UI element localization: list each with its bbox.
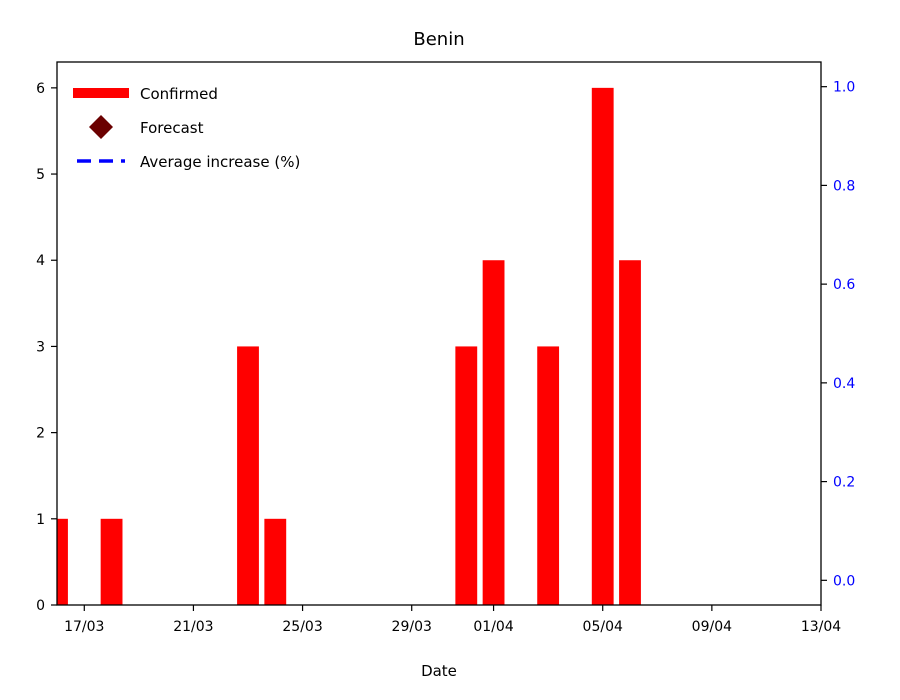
- x-tick-label: 09/04: [692, 619, 732, 635]
- bar-confirmed: [591, 87, 614, 605]
- x-tick-label: 17/03: [64, 619, 104, 635]
- bars-layer: [57, 87, 641, 605]
- legend-label: Forecast: [140, 119, 204, 137]
- x-axis: 17/03 21/03 25/03 29/03 01/04 05/04 09/04 13/04: [64, 605, 841, 635]
- y-axis-left: 0 1 2 3 4 5 6: [36, 81, 57, 614]
- legend-label: Confirmed: [140, 85, 218, 103]
- x-tick-label: 21/03: [173, 619, 213, 635]
- y-right-tick-label: 0.2: [833, 475, 855, 491]
- x-axis-title: Date: [421, 662, 457, 680]
- bar-confirmed: [264, 518, 287, 605]
- y-right-tick-label: 0.8: [833, 178, 855, 194]
- y-tick-label: 1: [36, 512, 45, 528]
- y-axis-right: 0.0 0.2 0.4 0.6 0.8 1.0: [821, 80, 855, 589]
- bar-confirmed: [455, 346, 478, 605]
- bar-confirmed: [619, 260, 641, 605]
- bar-confirmed: [482, 260, 505, 605]
- x-tick-label: 01/04: [473, 619, 513, 635]
- bar-confirmed: [100, 518, 123, 605]
- y-tick-label: 4: [36, 253, 45, 269]
- y-tick-label: 0: [36, 598, 45, 614]
- y-tick-label: 2: [36, 426, 45, 442]
- x-tick-label: 29/03: [392, 619, 432, 635]
- y-right-tick-label: 0.0: [833, 573, 855, 589]
- plot-frame: [56, 61, 822, 606]
- legend-label: Average increase (%): [140, 153, 300, 171]
- bar-confirmed: [237, 346, 259, 605]
- y-tick-label: 6: [36, 81, 45, 97]
- x-tick-label: 25/03: [282, 619, 322, 635]
- y-right-tick-label: 1.0: [833, 80, 855, 96]
- legend-swatch-confirmed: [73, 88, 129, 98]
- legend-marker-forecast: [89, 115, 113, 139]
- bar-confirmed: [57, 518, 68, 605]
- legend: Confirmed Forecast Average increase (%): [73, 85, 300, 171]
- y-tick-label: 3: [36, 339, 45, 355]
- axes-layer: [56, 61, 822, 606]
- bar-confirmed: [537, 346, 560, 605]
- y-tick-label: 5: [36, 167, 45, 183]
- chart-title: Benin: [413, 29, 464, 50]
- y-right-tick-label: 0.6: [833, 277, 855, 293]
- y-right-tick-label: 0.4: [833, 376, 855, 392]
- x-tick-label: 05/04: [583, 619, 623, 635]
- x-tick-label: 13/04: [801, 619, 841, 635]
